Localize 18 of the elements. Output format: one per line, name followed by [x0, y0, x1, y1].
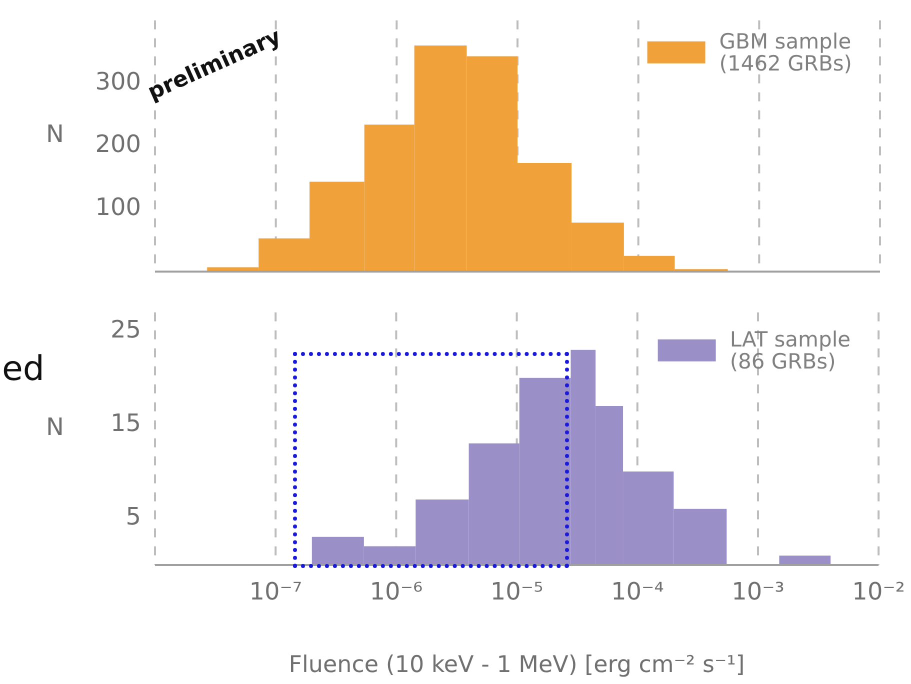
text: ed	[2, 349, 44, 389]
y-tick-label: 100	[95, 193, 141, 222]
y-axis-title: N	[46, 120, 64, 148]
legend-label: LAT sample (86 GRBs)	[730, 327, 851, 374]
y-axis-title: N	[46, 412, 64, 441]
x-tick-label: 10⁻³	[732, 578, 784, 606]
y-tick-label: 15	[110, 408, 141, 437]
x-tick-label: 10⁻⁴	[610, 578, 664, 606]
x-tick-label: 10⁻²	[852, 578, 905, 606]
x-tick-label: 10⁻⁷	[249, 578, 302, 606]
x-tick-label: 10⁻⁵	[490, 578, 544, 606]
y-tick-label: 200	[95, 130, 141, 158]
x-tick-label: 10⁻⁶	[370, 578, 423, 606]
y-tick-label: 5	[126, 502, 141, 530]
y-tick-label: 25	[110, 315, 141, 344]
legend-label: GBM sample (1462 GRBs)	[719, 29, 852, 76]
y-tick-label: 300	[95, 67, 141, 96]
x-axis-title: Fluence (10 keV - 1 MeV) [erg cm⁻² s⁻¹]	[288, 652, 745, 678]
